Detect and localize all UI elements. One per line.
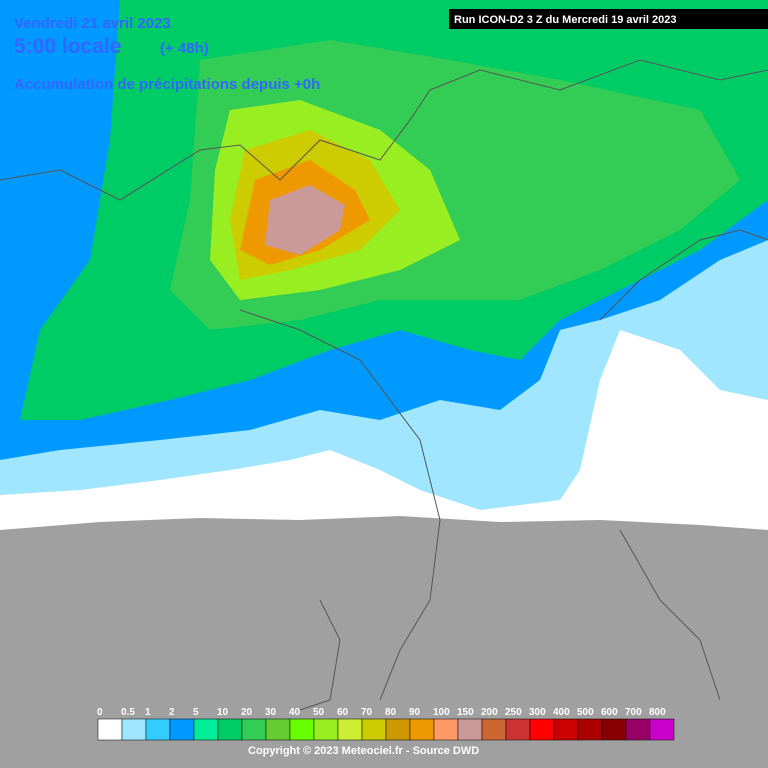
- legend-label: 10: [217, 707, 229, 718]
- subtitle-text: Accumulation de précipitations depuis +0…: [14, 76, 320, 93]
- legend-label: 800: [649, 707, 666, 718]
- legend-swatch: [313, 718, 339, 741]
- borders: [0, 59, 768, 711]
- legend-label: 1: [145, 707, 151, 718]
- legend-label: 90: [409, 707, 421, 718]
- legend-swatch: [481, 718, 507, 741]
- legend-swatch: [169, 718, 195, 741]
- legend-label: 250: [505, 707, 522, 718]
- legend-label: 300: [529, 707, 546, 718]
- date-text: Vendredi 21 avril 2023: [14, 15, 171, 32]
- legend-swatch: [409, 718, 435, 741]
- legend-swatch: [121, 718, 147, 741]
- legend-label: 100: [433, 707, 450, 718]
- legend-label: 70: [361, 707, 373, 718]
- legend-label: 400: [553, 707, 570, 718]
- legend-swatch: [457, 718, 483, 741]
- legend-label: 20: [241, 707, 253, 718]
- legend-label: 0.5: [121, 707, 135, 718]
- legend: 0 0.5 1 2 5 10 20 30 40 50 60 70 80 90 100 150 200 250 300…: [97, 707, 675, 741]
- legend-label: 600: [601, 707, 618, 718]
- legend-label: 60: [337, 707, 349, 718]
- legend-swatch: [145, 718, 171, 741]
- legend-label: 80: [385, 707, 397, 718]
- legend-label: 150: [457, 707, 474, 718]
- legend-label: 500: [577, 707, 594, 718]
- legend-swatch: [577, 718, 603, 741]
- lead-text: (+ 48h): [160, 40, 209, 57]
- legend-swatch: [385, 718, 411, 741]
- legend-swatch: [361, 718, 387, 741]
- legend-swatch: [289, 718, 315, 741]
- copyright: Copyright © 2023 Meteociel.fr - Source D…: [248, 745, 479, 757]
- precip-150: [265, 185, 345, 255]
- legend-swatch: [649, 718, 675, 741]
- legend-swatch: [553, 718, 579, 741]
- legend-label: 30: [265, 707, 277, 718]
- legend-label: 0: [97, 707, 103, 718]
- legend-swatch: [337, 718, 363, 741]
- legend-label: 5: [193, 707, 199, 718]
- legend-swatch: [265, 718, 291, 741]
- legend-swatch: [625, 718, 651, 741]
- legend-swatch: [193, 718, 219, 741]
- legend-label: 200: [481, 707, 498, 718]
- legend-label: 2: [169, 707, 175, 718]
- time-text: 5:00 locale: [14, 35, 121, 58]
- legend-swatch: [505, 718, 531, 741]
- legend-swatch: [433, 718, 459, 741]
- legend-swatch: [97, 718, 123, 741]
- legend-swatch: [241, 718, 267, 741]
- legend-label: 40: [289, 707, 301, 718]
- legend-swatch: [601, 718, 627, 741]
- legend-label: 700: [625, 707, 642, 718]
- legend-swatch: [217, 718, 243, 741]
- legend-label: 50: [313, 707, 325, 718]
- legend-swatch: [529, 718, 555, 741]
- run-box: [449, 9, 768, 29]
- run-text: Run ICON-D2 3 Z du Mercredi 19 avril 202…: [454, 14, 677, 26]
